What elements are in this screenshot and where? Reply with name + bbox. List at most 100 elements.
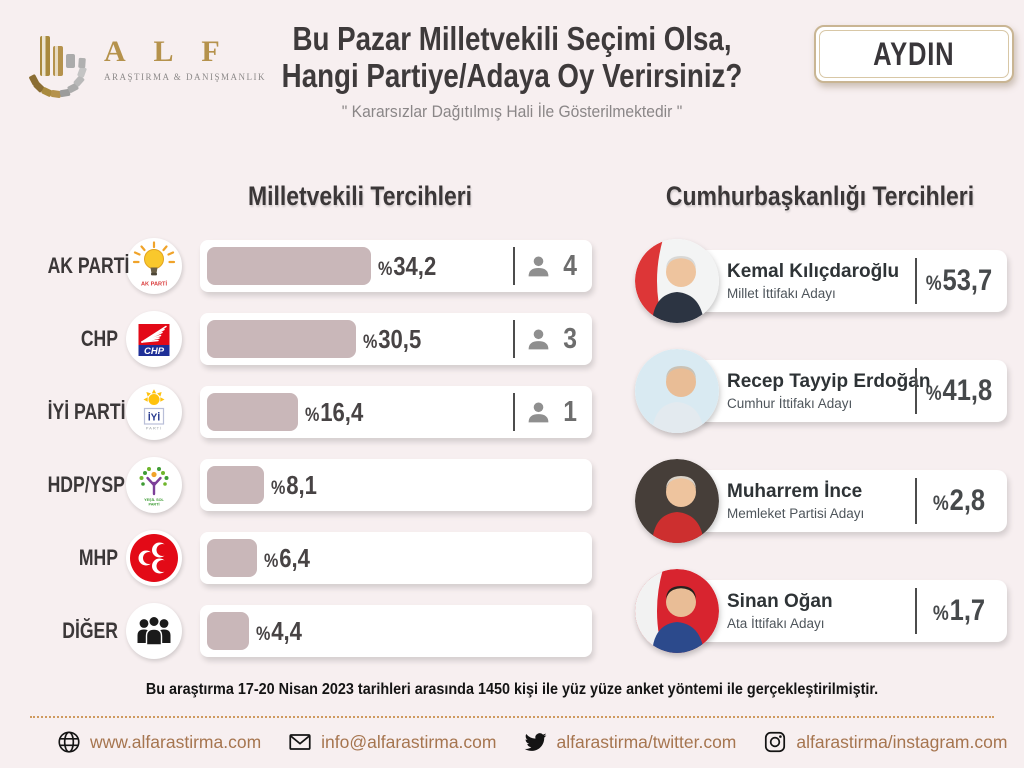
footer-link-label: info@alfarastirma.com [321, 731, 497, 752]
footer-link-globe[interactable]: www.alfarastirma.com [56, 729, 261, 755]
seat-divider [512, 320, 515, 358]
party-row: AK PARTİ AK PARTİ% 34,2 4 [30, 238, 592, 294]
contact-footer: www.alfarastirma.com info@alfarastirma.co… [56, 729, 1007, 755]
seat-divider [512, 247, 515, 285]
percentage-value: % 16,4 [305, 397, 363, 428]
percent-number: 30,5 [378, 323, 422, 354]
percent-sign: % [256, 623, 271, 645]
percent-sign: % [378, 258, 393, 280]
methodology-note: Bu araştırma 17-20 Nisan 2023 tarihleri … [145, 681, 879, 698]
region-badge-label: AYDIN [873, 35, 955, 72]
candidate-info: Kemal Kılıçdaroğlu Millet İttifakı Adayı [727, 261, 915, 301]
party-row: CHP CHP% 30,5 3 [30, 311, 592, 367]
percent-number: 53,7 [942, 264, 993, 297]
candidate-percentage: % 41,8 [923, 374, 994, 408]
party-label: MHP [78, 545, 118, 570]
bar-chart-logo-icon [29, 36, 87, 98]
percent-sign: % [925, 382, 942, 405]
footer-link-label: www.alfarastirma.com [90, 731, 262, 752]
candidate-divider [915, 368, 917, 414]
party-result-card: % 30,5 3 [200, 313, 592, 365]
candidate-percentage: % 2,8 [923, 484, 994, 518]
page-subtitle: " Kararsızlar Dağıtılmış Hali İle Göster… [341, 101, 683, 121]
party-label: HDP/YSP [47, 472, 125, 497]
party-row: HDP/YSP YEŞİL SOL PARTİ % 8,1 [30, 457, 592, 513]
svg-text:PARTİ: PARTİ [148, 503, 159, 507]
iyi-logo-icon: İYİ PARTİ [126, 384, 182, 440]
party-result-card: % 8,1 [200, 459, 592, 511]
section-title-milletvekili: Milletvekili Tercihleri [247, 181, 473, 211]
svg-text:AK PARTİ: AK PARTİ [141, 281, 167, 288]
region-badge: AYDIN [814, 25, 1014, 83]
svg-text:İYİ: İYİ [148, 411, 160, 424]
dotted-divider [30, 716, 994, 718]
akparti-logo-icon: AK PARTİ [126, 238, 182, 294]
person-icon [526, 327, 551, 352]
candidate-info: Recep Tayyip Erdoğan Cumhur İttifakı Aday… [727, 371, 931, 411]
candidate-divider [915, 258, 917, 304]
instagram-icon [762, 729, 788, 755]
candidate-info: Sinan Oğan Ata İttifakı Adayı [727, 591, 915, 631]
globe-icon [56, 729, 82, 755]
candidate-name: Sinan Oğan [727, 591, 833, 612]
hdpysp-logo-icon: YEŞİL SOL PARTİ [126, 457, 182, 513]
percentage-bar [207, 612, 249, 650]
party-results-list: AK PARTİ AK PARTİ% 34,2 4 CHP CHP% 30,5 3 İYİ … [30, 238, 592, 678]
candidate-name: Muharrem İnce [727, 481, 863, 502]
party-result-card: % 34,2 4 [200, 240, 592, 292]
footer-link-instagram[interactable]: alfarastirma/instagram.com [762, 729, 1007, 755]
percent-sign: % [363, 331, 378, 353]
percentage-value: % 34,2 [378, 251, 436, 282]
party-result-card: % 4,4 [200, 605, 592, 657]
candidate-result-card: Sinan Oğan Ata İttifakı Adayı % 1,7 [697, 580, 1007, 642]
percent-number: 4,4 [271, 615, 302, 646]
percent-sign: % [271, 477, 286, 499]
candidate-row: Kemal Kılıçdaroğlu Millet İttifakı Adayı%… [635, 239, 1007, 323]
logo-text: A L F ARAŞTIRMA & DANIŞMANLIK [104, 35, 266, 82]
candidate-photo [635, 239, 719, 323]
person-icon [526, 400, 551, 425]
svg-text:PARTİ: PARTİ [146, 426, 162, 431]
section-title-cumhurbaskanligi: Cumhurbaşkanlığı Tercihleri [665, 181, 975, 211]
page-title: Bu Pazar Milletvekili Seçimi Olsa, Hangi… [260, 20, 764, 95]
candidate-divider [915, 588, 917, 634]
candidate-result-card: Recep Tayyip Erdoğan Cumhur İttifakı Aday… [697, 360, 1007, 422]
percentage-value: % 30,5 [363, 324, 421, 355]
candidate-subtitle: Ata İttifakı Adayı [727, 616, 825, 631]
percent-number: 16,4 [320, 396, 364, 427]
percent-number: 2,8 [949, 484, 986, 517]
candidate-percentage: % 53,7 [923, 264, 994, 298]
footer-link-email[interactable]: info@alfarastirma.com [287, 729, 496, 755]
diger-logo-icon [126, 603, 182, 659]
footer-link-twitter[interactable]: alfarastirma/twitter.com [522, 729, 736, 755]
page-title-line1: Bu Pazar Milletvekili Seçimi Olsa, [292, 20, 732, 57]
candidate-results-list: Kemal Kılıçdaroğlu Millet İttifakı Adayı%… [635, 239, 1007, 690]
candidate-photo [635, 569, 719, 653]
title-block: Bu Pazar Milletvekili Seçimi Olsa, Hangi… [212, 20, 812, 122]
seats-group: 4 [512, 247, 580, 285]
brand-tagline: ARAŞTIRMA & DANIŞMANLIK [104, 71, 267, 82]
candidate-divider [915, 478, 917, 524]
percent-sign: % [305, 404, 320, 426]
alf-logo: A L F ARAŞTIRMA & DANIŞMANLIK [24, 18, 266, 98]
percentage-bar [207, 466, 264, 504]
percent-number: 41,8 [942, 374, 993, 407]
percent-number: 1,7 [949, 594, 986, 627]
page-title-line2: Hangi Partiye/Adaya Oy Verirsiniz? [281, 57, 743, 95]
candidate-percentage: % 1,7 [923, 594, 994, 628]
candidate-subtitle: Memleket Partisi Adayı [727, 506, 865, 521]
party-label: İYİ PARTİ [47, 399, 126, 424]
party-row: MHP % 6,4 [30, 530, 592, 586]
party-label: CHP [80, 326, 118, 351]
candidate-name: Recep Tayyip Erdoğan [727, 371, 931, 392]
party-row: İYİ PARTİ İYİ PARTİ % 16,4 1 [30, 384, 592, 440]
candidate-subtitle: Cumhur İttifakı Adayı [727, 396, 853, 411]
party-result-card: % 16,4 1 [200, 386, 592, 438]
candidate-name: Kemal Kılıçdaroğlu [727, 261, 900, 282]
twitter-icon [522, 729, 548, 755]
percent-number: 6,4 [279, 542, 310, 573]
seat-divider [512, 393, 515, 431]
party-row: DİĞER % 4,4 [30, 603, 592, 659]
seats-group: 3 [512, 320, 580, 358]
